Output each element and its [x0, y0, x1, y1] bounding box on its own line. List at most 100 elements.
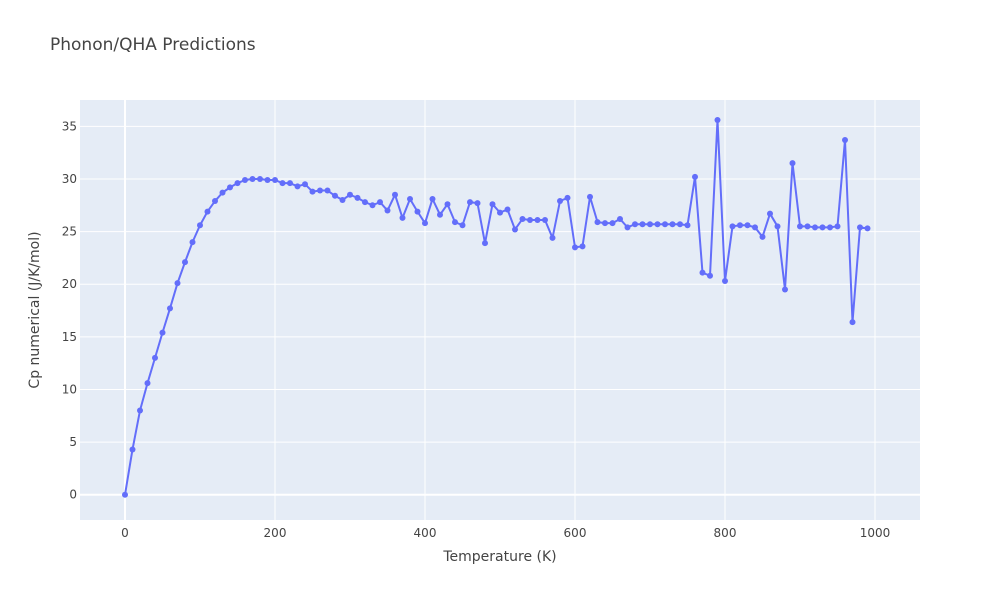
data-point[interactable] — [339, 197, 346, 203]
data-point[interactable] — [564, 194, 571, 201]
data-point[interactable] — [587, 193, 593, 200]
data-point[interactable] — [189, 239, 196, 246]
data-point[interactable] — [272, 177, 278, 183]
data-point[interactable] — [557, 198, 563, 205]
data-point[interactable] — [759, 233, 766, 240]
data-point[interactable] — [174, 280, 181, 287]
data-point[interactable] — [474, 200, 481, 207]
data-point[interactable] — [369, 202, 376, 209]
data-point[interactable] — [137, 407, 143, 414]
data-point[interactable] — [482, 240, 488, 247]
data-point[interactable] — [129, 446, 136, 453]
data-point[interactable] — [317, 187, 323, 194]
data-point[interactable] — [309, 188, 316, 195]
data-point[interactable] — [444, 201, 451, 208]
data-point[interactable] — [287, 180, 293, 187]
data-point[interactable] — [549, 234, 556, 241]
data-point[interactable] — [782, 286, 788, 293]
data-point[interactable] — [302, 181, 308, 188]
data-point[interactable] — [662, 221, 668, 228]
data-point[interactable] — [489, 201, 496, 208]
data-point[interactable] — [467, 199, 473, 206]
data-point[interactable] — [594, 219, 601, 226]
data-point[interactable] — [294, 183, 301, 190]
data-point[interactable] — [144, 380, 151, 387]
data-point[interactable] — [354, 194, 361, 201]
data-point[interactable] — [242, 177, 248, 183]
data-point[interactable] — [452, 219, 458, 226]
data-point[interactable] — [264, 177, 271, 183]
data-point[interactable] — [812, 224, 818, 231]
data-point[interactable] — [834, 223, 841, 230]
data-point[interactable] — [152, 354, 158, 361]
data-point[interactable] — [744, 222, 751, 229]
data-point[interactable] — [437, 211, 443, 218]
data-point[interactable] — [459, 222, 466, 229]
data-point[interactable] — [774, 223, 781, 230]
data-point[interactable] — [677, 221, 683, 228]
data-point[interactable] — [512, 226, 518, 233]
data-point[interactable] — [167, 305, 173, 312]
data-point[interactable] — [257, 175, 263, 182]
data-point[interactable] — [497, 209, 503, 216]
data-point[interactable] — [632, 221, 638, 228]
data-point[interactable] — [392, 191, 398, 198]
data-point[interactable] — [752, 224, 758, 231]
data-point[interactable] — [699, 269, 706, 276]
data-point[interactable] — [279, 180, 286, 187]
data-point[interactable] — [647, 221, 653, 228]
data-point[interactable] — [182, 259, 188, 266]
data-point[interactable] — [542, 217, 548, 223]
data-point[interactable] — [377, 199, 383, 206]
data-point[interactable] — [197, 222, 203, 229]
data-point[interactable] — [414, 208, 421, 215]
data-point[interactable] — [527, 217, 533, 223]
data-point[interactable] — [602, 220, 608, 227]
data-point[interactable] — [617, 215, 623, 222]
data-point[interactable] — [789, 160, 796, 167]
data-point[interactable] — [692, 173, 698, 180]
data-point[interactable] — [722, 278, 728, 285]
data-point[interactable] — [609, 220, 616, 227]
data-point[interactable] — [219, 189, 226, 196]
data-point[interactable] — [362, 199, 368, 206]
data-point[interactable] — [864, 225, 871, 232]
data-point[interactable] — [804, 223, 811, 230]
data-point[interactable] — [422, 220, 428, 227]
data-point[interactable] — [797, 223, 803, 230]
data-point[interactable] — [639, 221, 646, 228]
data-point[interactable] — [234, 180, 241, 187]
data-point[interactable] — [347, 191, 353, 198]
data-point[interactable] — [729, 223, 736, 230]
data-point[interactable] — [737, 222, 743, 229]
data-point[interactable] — [849, 319, 856, 326]
data-point[interactable] — [122, 491, 128, 498]
data-point[interactable] — [399, 214, 406, 221]
data-point[interactable] — [572, 244, 578, 251]
data-point[interactable] — [579, 243, 586, 250]
data-point[interactable] — [519, 215, 526, 222]
data-point[interactable] — [324, 187, 331, 194]
data-point[interactable] — [842, 137, 848, 143]
data-point[interactable] — [714, 117, 721, 123]
data-point[interactable] — [857, 224, 863, 231]
data-point[interactable] — [407, 195, 413, 202]
data-point[interactable] — [159, 329, 166, 336]
data-point[interactable] — [249, 175, 256, 182]
data-point[interactable] — [332, 192, 338, 199]
data-point[interactable] — [624, 224, 631, 231]
data-point[interactable] — [429, 195, 436, 202]
data-point[interactable] — [204, 208, 211, 215]
data-point[interactable] — [767, 210, 773, 217]
data-point[interactable] — [827, 224, 833, 231]
data-point[interactable] — [384, 207, 391, 214]
data-point[interactable] — [819, 224, 826, 231]
data-point[interactable] — [684, 222, 691, 229]
data-point[interactable] — [212, 198, 218, 205]
data-point[interactable] — [534, 217, 541, 223]
data-point[interactable] — [654, 221, 661, 228]
data-point[interactable] — [504, 206, 511, 213]
data-point[interactable] — [227, 184, 233, 191]
data-point[interactable] — [707, 272, 713, 279]
data-point[interactable] — [669, 221, 676, 228]
